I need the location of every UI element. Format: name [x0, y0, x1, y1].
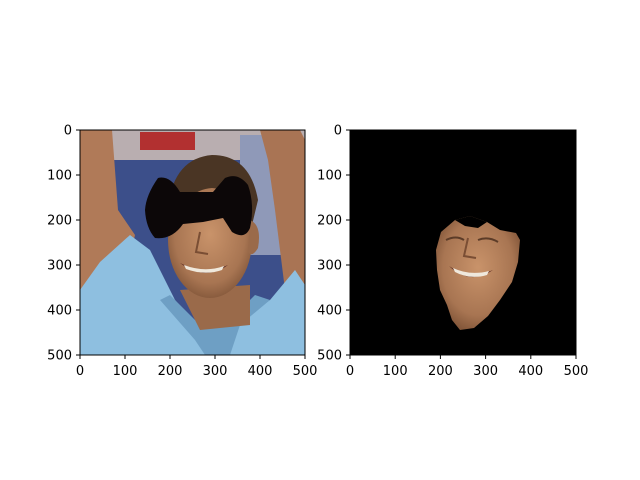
segment-brow	[445, 236, 499, 243]
x-tick-label: 200	[428, 364, 453, 379]
segment-nose	[462, 237, 477, 259]
x-tick-label: 0	[346, 364, 354, 379]
red-banner	[140, 132, 195, 150]
x-tick-label: 0	[76, 364, 84, 379]
right-axes: 0 100 200 300 400 500 0 100 200 300 400 500	[317, 124, 588, 380]
left-axes-frame	[79, 129, 306, 356]
left-image	[80, 130, 305, 355]
x-tick-label: 100	[113, 364, 138, 379]
y-tick-label: 200	[47, 214, 72, 229]
y-tick-label: 400	[317, 304, 342, 319]
x-tick-label: 400	[248, 364, 273, 379]
y-tick-label: 300	[317, 259, 342, 274]
y-tick-label: 0	[334, 124, 342, 139]
y-tick-label: 400	[47, 304, 72, 319]
bowtie-occlusion	[145, 176, 253, 239]
right-image	[350, 130, 576, 355]
ear	[248, 220, 259, 255]
segment-teeth	[453, 268, 489, 277]
neck	[180, 285, 250, 330]
hair	[168, 155, 258, 225]
y-tick-label: 0	[64, 124, 72, 139]
x-tick-label: 300	[203, 364, 228, 379]
x-tick-label: 500	[564, 364, 589, 379]
segment-hair-gap	[455, 216, 487, 228]
teeth	[184, 265, 224, 273]
y-tick-label: 500	[47, 349, 72, 364]
y-tick-label: 100	[317, 169, 342, 184]
x-tick-label: 200	[158, 364, 183, 379]
x-tick-label: 300	[473, 364, 498, 379]
left-y-ticks: 0 100 200 300 400 500	[47, 124, 80, 364]
x-tick-label: 400	[518, 364, 543, 379]
y-tick-label: 200	[317, 214, 342, 229]
x-tick-label: 500	[293, 364, 318, 379]
y-tick-label: 300	[47, 259, 72, 274]
left-axes: 0 100 200 300 400 500 0 100 200 300 400 500	[47, 124, 317, 380]
right-arm	[260, 130, 305, 300]
x-tick-label: 100	[383, 364, 408, 379]
y-tick-label: 100	[47, 169, 72, 184]
y-tick-label: 500	[317, 349, 342, 364]
nose-shadow	[194, 231, 209, 255]
left-x-ticks: 0 100 200 300 400 500	[76, 355, 318, 379]
right-x-ticks: 0 100 200 300 400 500	[346, 355, 589, 379]
right-y-ticks: 0 100 200 300 400 500	[317, 124, 350, 364]
right-axes-frame	[349, 129, 577, 356]
